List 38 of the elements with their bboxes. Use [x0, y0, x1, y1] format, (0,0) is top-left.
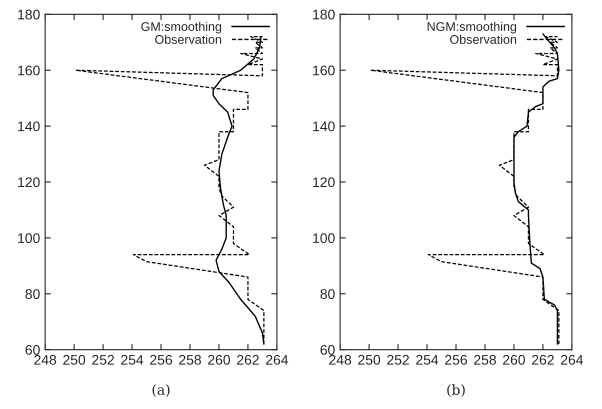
x-tick-label: 256: [445, 354, 467, 365]
y-tick-label: 140: [18, 121, 40, 132]
y-tick-label: 180: [18, 10, 40, 20]
x-tick-label: 252: [92, 354, 114, 365]
legend-label: Observation: [450, 34, 516, 44]
y-tick-label: 180: [313, 10, 335, 20]
legend-label: NGM:smoothing: [428, 22, 516, 34]
x-tick-label: 248: [34, 354, 56, 365]
y-tick-label: 80: [320, 289, 335, 299]
y-tick-label: 100: [313, 233, 335, 244]
y-tick-label: 160: [18, 66, 40, 76]
y-tick-label: 160: [313, 66, 335, 76]
y-tick-label: 120: [18, 177, 40, 188]
x-tick-label: 254: [416, 354, 438, 365]
x-tick-label: 258: [179, 354, 201, 365]
x-tick-label: 262: [532, 354, 554, 365]
x-tick-label: 258: [474, 354, 496, 365]
legend-label: Observation: [155, 34, 222, 44]
x-tick-label: 260: [503, 354, 525, 365]
legend-label: GM:smoothing: [141, 22, 222, 34]
x-tick-label: 252: [387, 354, 409, 365]
x-tick-label: 248: [329, 354, 352, 365]
x-axis-title: (b): [447, 384, 465, 397]
y-tick-label: 140: [313, 121, 335, 132]
y-tick-label: 120: [313, 177, 335, 188]
x-tick-label: 254: [121, 354, 144, 365]
x-tick-label: 264: [561, 354, 584, 365]
y-tick-label: 60: [320, 345, 335, 355]
x-axis-title: (a): [152, 384, 170, 397]
x-tick-label: 264: [266, 354, 288, 365]
y-tick-label: 80: [25, 289, 40, 299]
x-tick-label: 256: [150, 354, 172, 365]
y-tick-label: 60: [26, 345, 40, 355]
x-tick-label: 250: [63, 354, 86, 365]
x-tick-label: 250: [358, 354, 380, 365]
x-tick-label: 260: [208, 354, 230, 365]
y-tick-label: 100: [18, 233, 40, 244]
x-tick-label: 262: [237, 354, 259, 365]
